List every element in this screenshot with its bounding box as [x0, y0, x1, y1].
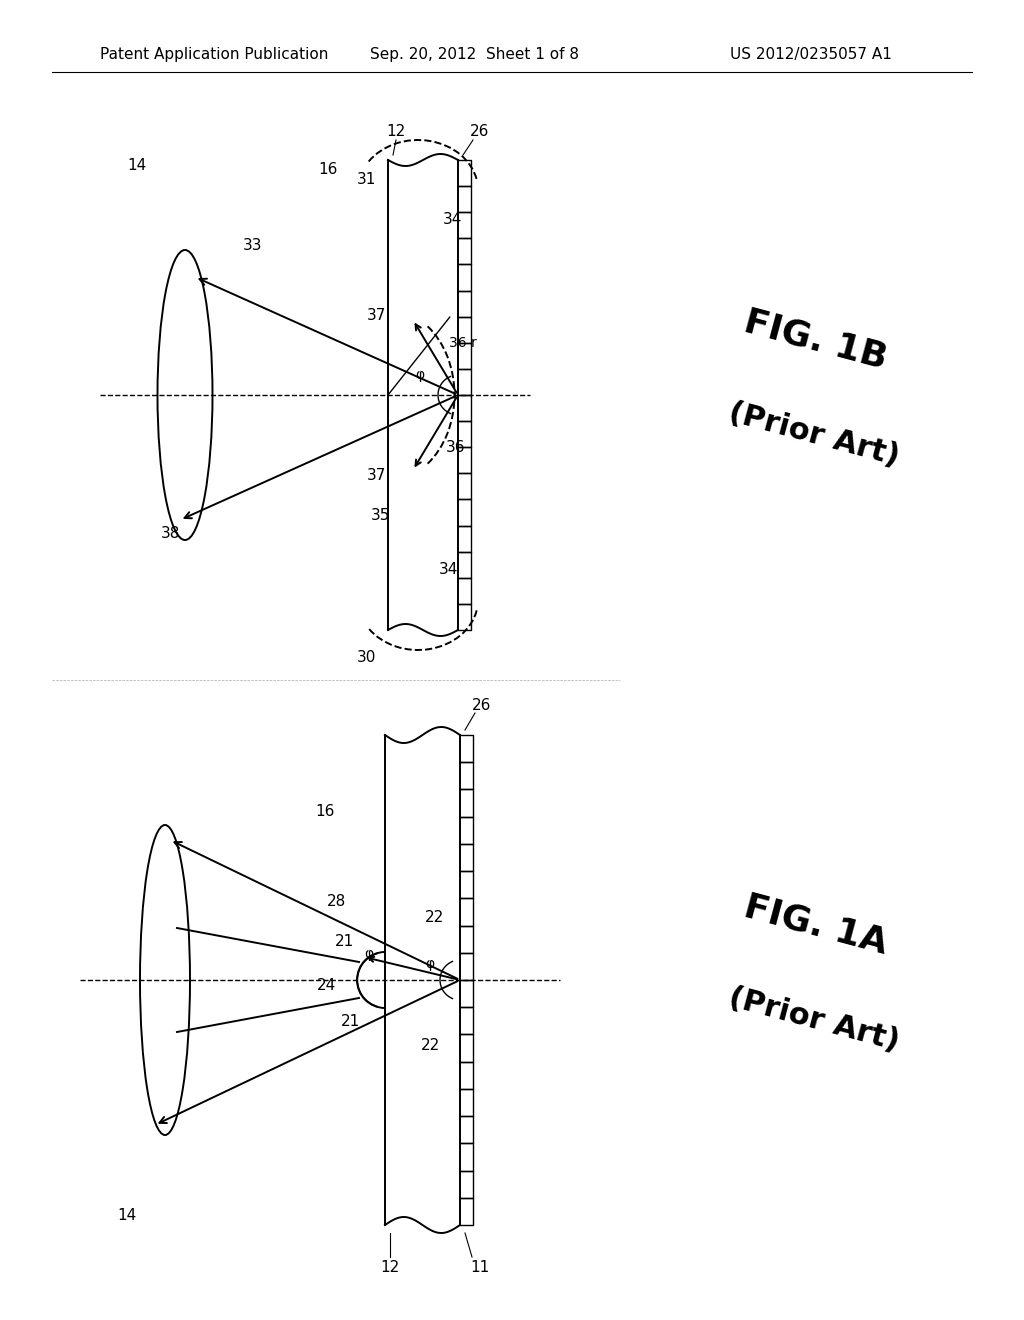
Text: 21: 21 [340, 1015, 359, 1030]
Text: FIG. 1A: FIG. 1A [740, 890, 891, 961]
Text: 12: 12 [380, 1259, 399, 1275]
Text: φ: φ [425, 957, 434, 972]
Text: 37: 37 [367, 467, 386, 483]
Text: 21: 21 [336, 935, 354, 949]
Text: FIG. 1B: FIG. 1B [740, 305, 891, 375]
Text: 36 r: 36 r [450, 337, 477, 350]
Text: Sep. 20, 2012  Sheet 1 of 8: Sep. 20, 2012 Sheet 1 of 8 [370, 48, 579, 62]
Text: 14: 14 [127, 157, 146, 173]
Text: φ: φ [416, 368, 425, 381]
Text: 28: 28 [328, 895, 347, 909]
Text: (Prior Art): (Prior Art) [725, 983, 902, 1057]
Text: 16: 16 [315, 804, 335, 820]
Text: 37: 37 [367, 308, 386, 322]
Text: US 2012/0235057 A1: US 2012/0235057 A1 [730, 48, 892, 62]
Text: 16: 16 [318, 162, 338, 177]
Text: 33: 33 [244, 238, 263, 252]
Text: φ: φ [365, 946, 374, 961]
Text: (Prior Art): (Prior Art) [725, 399, 902, 471]
Text: 12: 12 [386, 124, 406, 140]
Text: 22: 22 [421, 1038, 439, 1052]
Text: 22: 22 [425, 911, 444, 925]
Text: 31: 31 [356, 173, 376, 187]
Text: 26: 26 [470, 124, 489, 140]
Text: 35: 35 [371, 507, 390, 523]
Text: 24: 24 [317, 978, 337, 993]
Text: 38: 38 [161, 525, 179, 540]
Text: 14: 14 [118, 1208, 136, 1222]
Text: 26: 26 [472, 697, 492, 713]
Text: 34: 34 [443, 213, 463, 227]
Text: Patent Application Publication: Patent Application Publication [100, 48, 329, 62]
Text: 11: 11 [470, 1259, 489, 1275]
Text: 36: 36 [446, 440, 466, 454]
Text: 34: 34 [438, 562, 458, 578]
Text: 30: 30 [356, 651, 376, 665]
